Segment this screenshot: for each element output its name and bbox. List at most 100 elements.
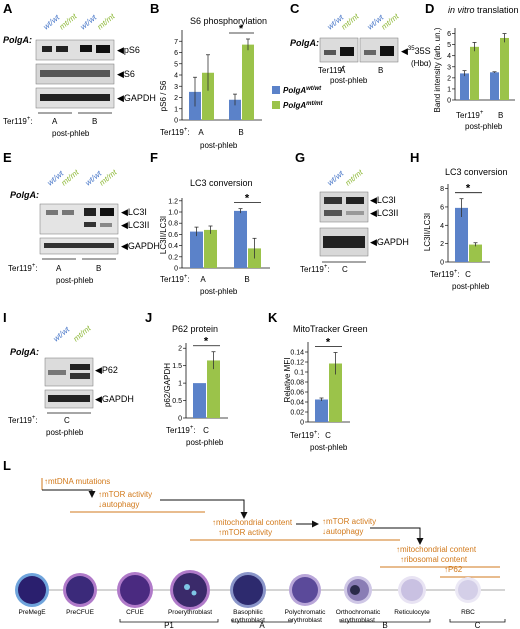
post-phleb-label: post-phleb bbox=[465, 122, 503, 131]
panel-letter: C bbox=[290, 1, 300, 16]
panel-l: L ↑mtDNA mutations ↑mTOR activity ↓autop… bbox=[3, 458, 506, 629]
bar-mt bbox=[470, 46, 479, 100]
y-tick-label: 0.2 bbox=[168, 254, 178, 261]
blot-strip bbox=[44, 357, 94, 387]
ter119-label: Ter119+: bbox=[3, 116, 33, 126]
blot-band bbox=[80, 45, 92, 52]
y-axis-label: pS6 / S6 bbox=[159, 80, 168, 111]
cell-nucleus bbox=[233, 575, 263, 605]
band-label: ◀LC3II bbox=[370, 208, 398, 218]
cell-label: Proerythroblast bbox=[168, 609, 212, 616]
x-tick-label: B bbox=[244, 275, 249, 284]
stage-brackets: P1 A B C bbox=[119, 619, 506, 629]
chart-f: 0 0.2 0.4 0.6 0.8 1.0 1.2 A B * bbox=[168, 193, 270, 284]
bar-wt bbox=[229, 99, 241, 120]
y-tick-label: 0 bbox=[174, 266, 178, 273]
y-tick-label: 0.04 bbox=[290, 400, 304, 407]
nucleolus bbox=[184, 584, 190, 590]
chart-k: 0 0.02 0.04 0.06 0.08 0.1 0.12 0.14 C * bbox=[290, 337, 350, 440]
mt-label: mt/mt bbox=[98, 167, 120, 187]
ter119-label: Ter119+: bbox=[290, 430, 320, 440]
ter119-label: Ter119+ bbox=[456, 110, 484, 120]
post-phleb-label: post-phleb bbox=[330, 76, 368, 85]
post-phleb-label: post-phleb bbox=[52, 129, 90, 138]
event-label: ↑mTOR activity bbox=[322, 517, 376, 526]
cell-label: erythroblast bbox=[231, 617, 265, 624]
post-phleb-label: post-phleb bbox=[200, 287, 238, 296]
y-tick-label: 2 bbox=[440, 241, 444, 248]
gene-label: PolgA: bbox=[10, 347, 39, 357]
stage-label: B bbox=[382, 621, 387, 629]
y-axis-label: Band intensity (arb. un.) bbox=[433, 27, 442, 112]
y-tick-label: 4 bbox=[440, 223, 444, 230]
y-tick-label: 1.5 bbox=[172, 363, 182, 370]
post-phleb-label: post-phleb bbox=[200, 141, 238, 150]
ter119-label: Ter119+: bbox=[160, 127, 190, 137]
blot-band bbox=[324, 197, 342, 204]
panel-e: E PolgA: wt/wt mt/mt wt/wt mt/mt ◀LC3I ◀… bbox=[3, 150, 160, 285]
mt-label: mt/mt bbox=[344, 167, 366, 187]
event-label: ↑ribosomal content bbox=[400, 555, 468, 564]
blot-band bbox=[84, 208, 96, 216]
y-axis-label: p62/GAPDH bbox=[163, 363, 172, 407]
blot-band bbox=[100, 208, 114, 216]
band-label: ◀LC3I bbox=[121, 207, 147, 217]
chart-j: 0 0.5 1 1.5 2 C * bbox=[172, 336, 228, 435]
chart-title: in vitro translation bbox=[448, 5, 519, 15]
gene-label: PolgA: bbox=[10, 190, 39, 200]
cell-label: PreMegE bbox=[18, 609, 46, 616]
cell-nucleus bbox=[173, 573, 207, 607]
panel-h: H LC3 conversion LC3II/LC3I 0 2 4 6 8 C * Ter1… bbox=[410, 150, 508, 291]
y-tick-label: 4 bbox=[174, 73, 178, 80]
panel-letter: H bbox=[410, 150, 419, 165]
event-label: ↓autophagy bbox=[98, 500, 139, 509]
wt-label: wt/wt bbox=[42, 12, 62, 31]
y-tick-label: 6 bbox=[447, 31, 451, 38]
blot-band bbox=[48, 395, 90, 402]
bar-mt bbox=[329, 363, 342, 422]
chart-title: P62 protein bbox=[172, 324, 218, 334]
blot-band bbox=[62, 210, 74, 215]
y-tick-label: 3 bbox=[447, 64, 451, 71]
post-phleb-label: post-phleb bbox=[310, 443, 348, 452]
panel-letter: I bbox=[3, 310, 7, 325]
y-tick-label: 6 bbox=[174, 50, 178, 57]
group-label: A bbox=[52, 117, 58, 126]
bar-mt bbox=[469, 244, 482, 262]
post-phleb-label: post-phleb bbox=[186, 438, 224, 447]
blot-band bbox=[48, 370, 66, 375]
cell-label: Reticulocyte bbox=[394, 609, 430, 616]
band-label: ◀GAPDH bbox=[370, 237, 409, 247]
group-label: B bbox=[498, 111, 503, 120]
band-label: ◀GAPDH bbox=[95, 394, 134, 404]
mt-label: mt/mt bbox=[340, 11, 362, 31]
panel-letter: B bbox=[150, 1, 159, 16]
band-label: ◀GAPDH bbox=[121, 241, 160, 251]
significance-star: * bbox=[204, 336, 209, 348]
x-tick-label: B bbox=[238, 128, 243, 137]
y-tick-label: 3 bbox=[174, 84, 178, 91]
significance-star: * bbox=[239, 23, 244, 35]
panel-letter: A bbox=[3, 1, 13, 16]
ter119-label: Ter119+: bbox=[430, 269, 460, 279]
y-tick-label: 0.5 bbox=[172, 398, 182, 405]
band-label: (Hbα) bbox=[411, 59, 432, 68]
group-label: C bbox=[64, 416, 70, 425]
group-label: A bbox=[340, 66, 346, 75]
group-label: C bbox=[342, 265, 348, 274]
ter119-label: Ter119+: bbox=[8, 263, 38, 273]
panel-letter: K bbox=[268, 310, 278, 325]
chart-b: 0 1 2 3 4 5 6 7 A B * bbox=[174, 23, 262, 137]
y-tick-label: 1.0 bbox=[168, 210, 178, 217]
y-tick-label: 0.12 bbox=[290, 360, 304, 367]
cell-nucleus bbox=[458, 580, 478, 600]
blot-band bbox=[364, 50, 376, 55]
y-tick-label: 5 bbox=[174, 61, 178, 68]
blot-strip bbox=[319, 191, 369, 223]
stage-label: C bbox=[475, 621, 481, 629]
wt-label: wt/wt bbox=[326, 168, 346, 187]
mt-label: mt/mt bbox=[380, 11, 402, 31]
chart-title: MitoTracker Green bbox=[293, 324, 368, 334]
legend-wt: PolgAwt/wt bbox=[283, 86, 322, 95]
